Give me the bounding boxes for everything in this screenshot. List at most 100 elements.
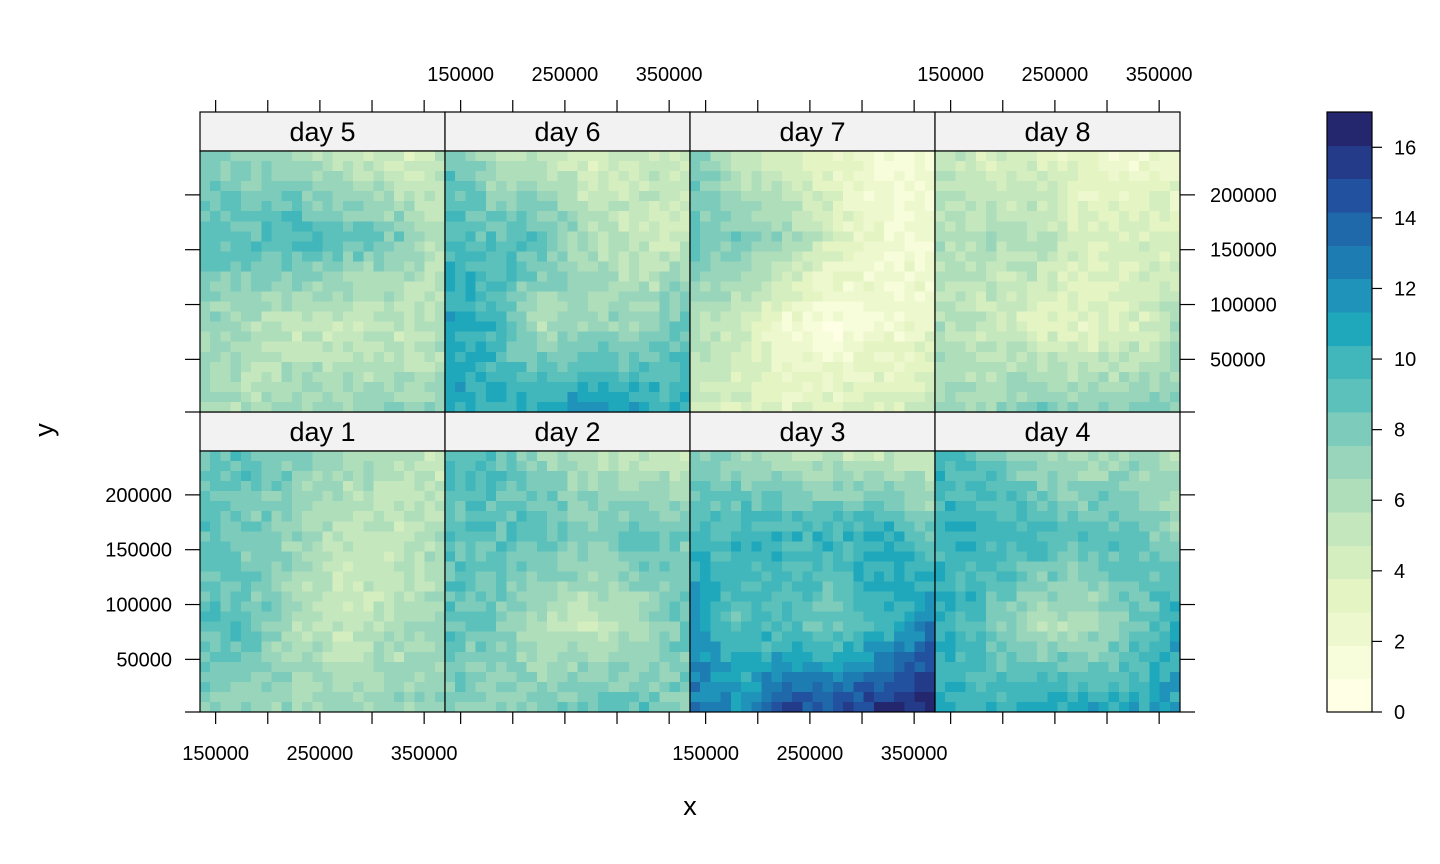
- raster-cell: [1047, 571, 1059, 583]
- raster-cell: [669, 161, 681, 172]
- raster-cell: [832, 621, 844, 633]
- raster-cell: [516, 621, 528, 633]
- raster-cell: [230, 551, 242, 563]
- raster-cell: [822, 291, 834, 303]
- raster-cell: [924, 201, 936, 212]
- raster-cell: [618, 321, 630, 333]
- raster-cell: [332, 261, 344, 273]
- raster-cell: [598, 301, 609, 313]
- raster-cell: [894, 281, 905, 293]
- raster-cell: [996, 631, 1008, 643]
- raster-cell: [240, 481, 252, 492]
- raster-cell: [935, 241, 946, 252]
- raster-cell: [547, 541, 558, 552]
- raster-cell: [312, 171, 324, 182]
- raster-cell: [710, 281, 722, 293]
- raster-cell: [761, 621, 773, 633]
- raster-cell: [863, 551, 875, 563]
- raster-cell: [669, 501, 681, 512]
- raster-cell: [1047, 251, 1059, 263]
- raster-cell: [710, 621, 722, 633]
- raster-cell: [1088, 471, 1099, 482]
- raster-cell: [894, 491, 905, 502]
- raster-cell: [271, 521, 283, 532]
- raster-cell: [526, 401, 538, 413]
- raster-cell: [1006, 221, 1018, 232]
- raster-cell: [230, 571, 242, 583]
- raster-cell: [445, 571, 456, 583]
- raster-cell: [935, 601, 946, 613]
- raster-cell: [894, 301, 905, 313]
- raster-cell: [220, 621, 232, 633]
- raster-cell: [281, 371, 293, 383]
- raster-cell: [210, 321, 222, 333]
- raster-cell: [353, 661, 364, 673]
- raster-cell: [496, 511, 507, 522]
- raster-cell: [1006, 671, 1018, 683]
- raster-cell: [894, 401, 905, 413]
- raster-cell: [955, 331, 967, 343]
- raster-cell: [577, 681, 589, 693]
- raster-cell: [761, 611, 773, 623]
- raster-cell: [914, 331, 926, 343]
- raster-cell: [475, 311, 487, 323]
- raster-cell: [894, 521, 905, 532]
- raster-cell: [853, 361, 865, 373]
- raster-cell: [342, 581, 354, 593]
- raster-cell: [843, 691, 854, 703]
- raster-cell: [975, 361, 987, 373]
- raster-cell: [1067, 591, 1079, 603]
- raster-cell: [914, 671, 926, 683]
- raster-cell: [1108, 541, 1120, 552]
- raster-cell: [628, 261, 640, 273]
- raster-cell: [904, 561, 916, 573]
- raster-cell: [1077, 581, 1089, 593]
- raster-cell: [873, 311, 885, 323]
- raster-cell: [1149, 601, 1161, 613]
- raster-cell: [475, 561, 487, 573]
- raster-cell: [781, 161, 793, 172]
- raster-cell: [843, 171, 854, 182]
- raster-cell: [1118, 151, 1130, 162]
- raster-cell: [883, 451, 895, 462]
- raster-cell: [261, 391, 273, 403]
- raster-cell: [904, 321, 916, 333]
- raster-cell: [414, 311, 426, 323]
- raster-cell: [802, 701, 814, 713]
- raster-cell: [475, 321, 487, 333]
- raster-cell: [414, 151, 426, 162]
- raster-cell: [690, 451, 701, 462]
- raster-cell: [761, 651, 773, 663]
- raster-cell: [363, 391, 375, 403]
- raster-cell: [730, 611, 742, 623]
- raster-cell: [404, 521, 415, 532]
- raster-cell: [904, 331, 916, 343]
- raster-cell: [363, 611, 375, 623]
- raster-cell: [1077, 471, 1089, 482]
- raster-cell: [240, 311, 252, 323]
- raster-cell: [690, 511, 701, 522]
- raster-cell: [904, 181, 916, 192]
- raster-cell: [873, 611, 885, 623]
- raster-cell: [332, 271, 344, 283]
- raster-cell: [424, 681, 436, 693]
- raster-cell: [720, 261, 732, 273]
- raster-cell: [955, 641, 967, 653]
- raster-cell: [812, 161, 824, 172]
- raster-cell: [638, 561, 650, 573]
- raster-cell: [1108, 621, 1120, 633]
- raster-cell: [547, 361, 558, 373]
- raster-cell: [1047, 161, 1059, 172]
- raster-cell: [802, 271, 814, 283]
- raster-cell: [802, 461, 814, 472]
- raster-cell: [690, 261, 701, 273]
- raster-cell: [832, 691, 844, 703]
- raster-cell: [404, 621, 415, 633]
- raster-cell: [342, 171, 354, 182]
- raster-cell: [832, 181, 844, 192]
- raster-cell: [547, 551, 558, 563]
- raster-cell: [720, 671, 732, 683]
- raster-cell: [210, 521, 222, 532]
- raster-cell: [598, 271, 609, 283]
- raster-cell: [700, 541, 712, 552]
